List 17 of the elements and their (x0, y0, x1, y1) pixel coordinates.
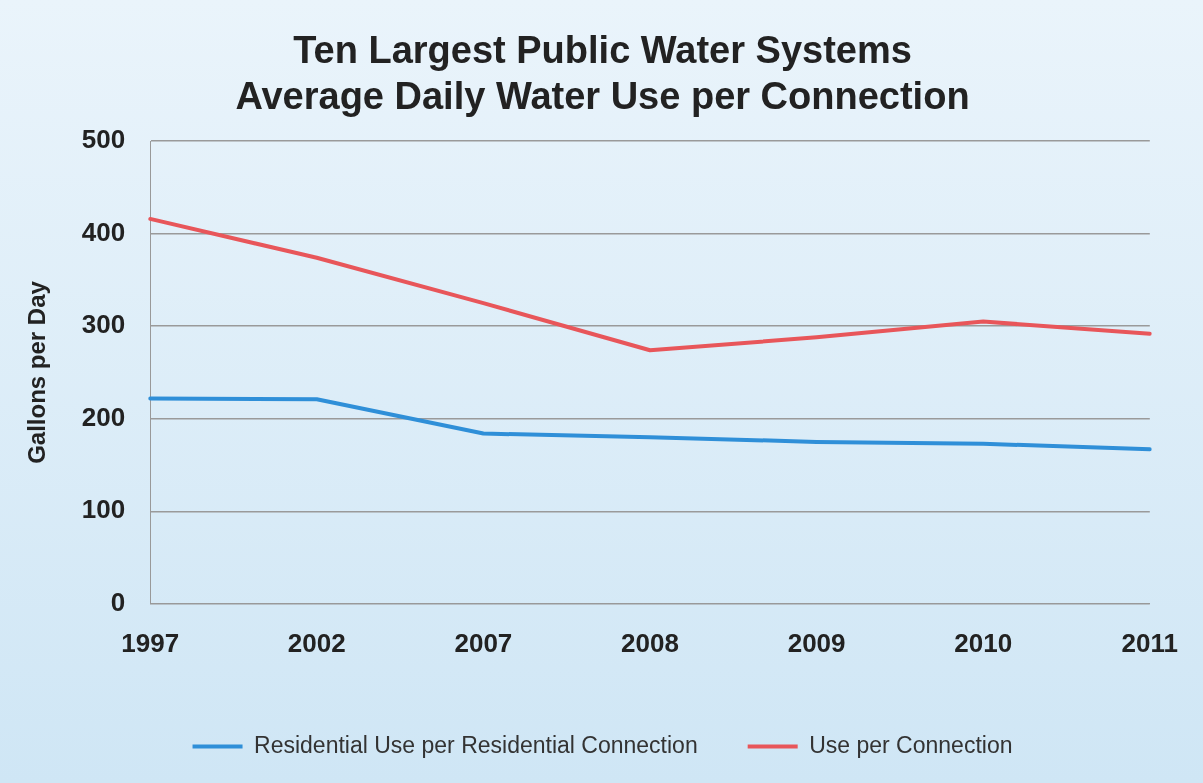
legend-label: Residential Use per Residential Connection (254, 731, 698, 758)
y-tick-label: 200 (81, 401, 126, 432)
x-tick-label: 2011 (1121, 627, 1178, 658)
chart-title: Ten Largest Public Water Systems Average Daily Water Use per Connection (235, 29, 970, 117)
y-tick-label: 0 (110, 586, 126, 617)
y-tick-label: 500 (81, 124, 126, 155)
legend-label: Use per Connection (809, 731, 1013, 758)
x-tick-label: 2010 (954, 627, 1013, 658)
x-tick-label: 2007 (454, 627, 513, 658)
y-axis-title: Gallons per Day (23, 280, 51, 464)
x-tick-label: 2002 (287, 627, 346, 658)
x-tick-label: 2008 (621, 627, 679, 658)
x-tick-label: 2009 (787, 627, 846, 658)
y-tick-label: 100 (81, 494, 126, 525)
y-tick-label: 300 (81, 309, 126, 340)
y-tick-label: 400 (81, 216, 126, 247)
x-tick-label: 1997 (121, 627, 180, 658)
